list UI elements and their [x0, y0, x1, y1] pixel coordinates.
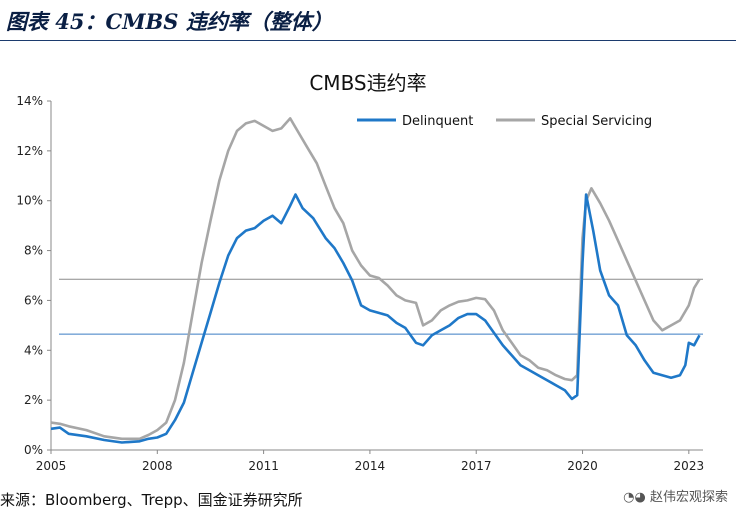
x-tick-label: 2005: [36, 459, 67, 473]
legend-label: Delinquent: [402, 114, 473, 129]
figure-title: 图表 45：CMBS 违约率（整体）: [6, 9, 333, 34]
x-tick-label: 2008: [142, 459, 173, 473]
x-tick-label: 2023: [674, 459, 705, 473]
chart-axes: 0% 2% 4% 6% 8% 10% 12% 14% 2005 2008 2011 2014 2017 2…: [16, 94, 704, 473]
y-tick-label: 0%: [24, 443, 43, 457]
x-tick-label: 2017: [461, 459, 492, 473]
chart-series: [50, 117, 701, 444]
watermark: ◔◕ 赵伟宏观探索: [623, 486, 728, 505]
chart: CMBS违约率 0% 2% 4% 6% 8% 10% 12% 14% 2005 2008 2011 2…: [16, 71, 704, 473]
chart-title: CMBS违约率: [309, 71, 426, 95]
y-tick-label: 12%: [16, 144, 43, 158]
y-tick-label: 4%: [24, 343, 43, 357]
series-line-delinquent: [50, 193, 701, 444]
wechat-icon: ◔◕: [623, 490, 646, 505]
y-tick-label: 14%: [16, 94, 43, 108]
source-note: 来源：Bloomberg、Trepp、国金证券研究所: [0, 491, 303, 509]
chart-legend: Delinquent Special Servicing: [357, 114, 652, 129]
x-tick-label: 2020: [567, 459, 598, 473]
x-tick-label: 2014: [355, 459, 386, 473]
y-tick-label: 10%: [16, 194, 43, 208]
series-line-special-servicing: [50, 117, 701, 441]
y-tick-label: 2%: [24, 393, 43, 407]
y-tick-label: 8%: [24, 244, 43, 258]
watermark-label: 赵伟宏观探索: [649, 490, 728, 505]
title-divider: [0, 40, 736, 41]
legend-label: Special Servicing: [541, 114, 652, 129]
x-tick-label: 2011: [248, 459, 279, 473]
y-tick-label: 6%: [24, 293, 43, 307]
